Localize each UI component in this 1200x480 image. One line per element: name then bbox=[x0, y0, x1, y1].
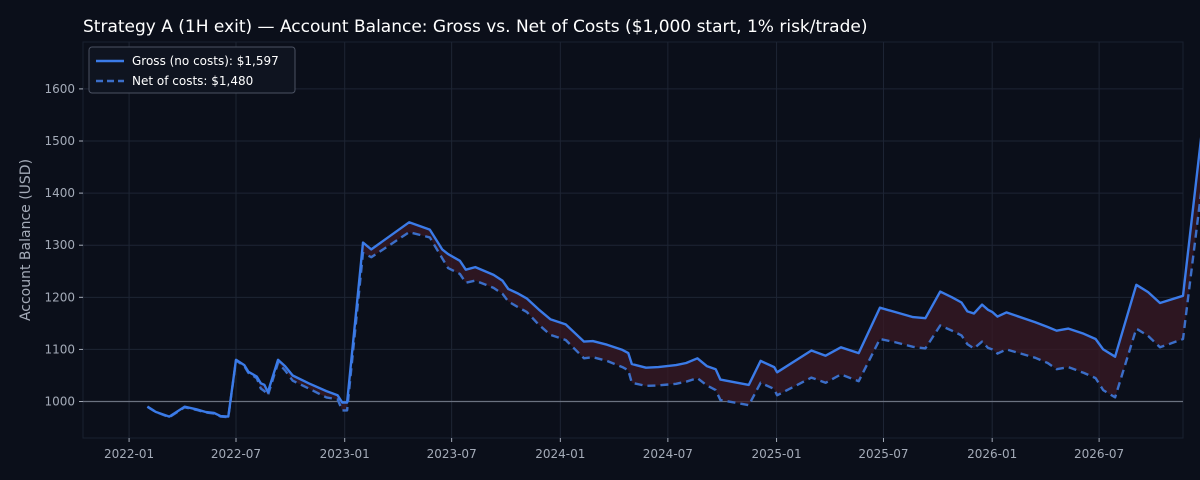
x-tick-label: 2024-07 bbox=[643, 447, 693, 461]
legend: Gross (no costs): $1,597 Net of costs: $… bbox=[88, 46, 296, 94]
y-tick-label: 1000 bbox=[44, 395, 75, 409]
x-tick-label: 2025-07 bbox=[858, 447, 908, 461]
chart-title: Strategy A (1H exit) — Account Balance: … bbox=[83, 17, 867, 37]
legend-label-net: Net of costs: $1,480 bbox=[132, 74, 253, 88]
x-tick-label: 2023-07 bbox=[427, 447, 477, 461]
x-tick-label: 2023-01 bbox=[320, 447, 370, 461]
plot-frame bbox=[82, 41, 1184, 439]
x-tick-label: 2026-01 bbox=[967, 447, 1017, 461]
y-tick-label: 1300 bbox=[44, 238, 75, 252]
ticks: 1000 1100 1200 1300 1400 1500 1600 2022-01 2022-… bbox=[44, 82, 1124, 461]
y-axis-label: Account Balance (USD) bbox=[18, 159, 34, 321]
x-tick-label: 2022-07 bbox=[211, 447, 261, 461]
x-tick-label: 2022-01 bbox=[104, 447, 154, 461]
x-tick-label: 2026-07 bbox=[1074, 447, 1124, 461]
x-tick-label: 2024-01 bbox=[535, 447, 585, 461]
grid bbox=[82, 41, 1184, 439]
x-tick-label: 2025-01 bbox=[751, 447, 801, 461]
legend-label-gross: Gross (no costs): $1,597 bbox=[132, 54, 279, 68]
y-tick-label: 1200 bbox=[44, 290, 75, 304]
gross-series-line bbox=[146, 136, 1200, 418]
y-tick-label: 1100 bbox=[44, 342, 75, 356]
legend-box bbox=[88, 46, 296, 94]
net-series-line bbox=[146, 191, 1200, 419]
y-tick-label: 1500 bbox=[44, 134, 75, 148]
y-tick-label: 1400 bbox=[44, 186, 75, 200]
y-tick-label: 1600 bbox=[44, 82, 75, 96]
series-lines bbox=[146, 136, 1200, 419]
